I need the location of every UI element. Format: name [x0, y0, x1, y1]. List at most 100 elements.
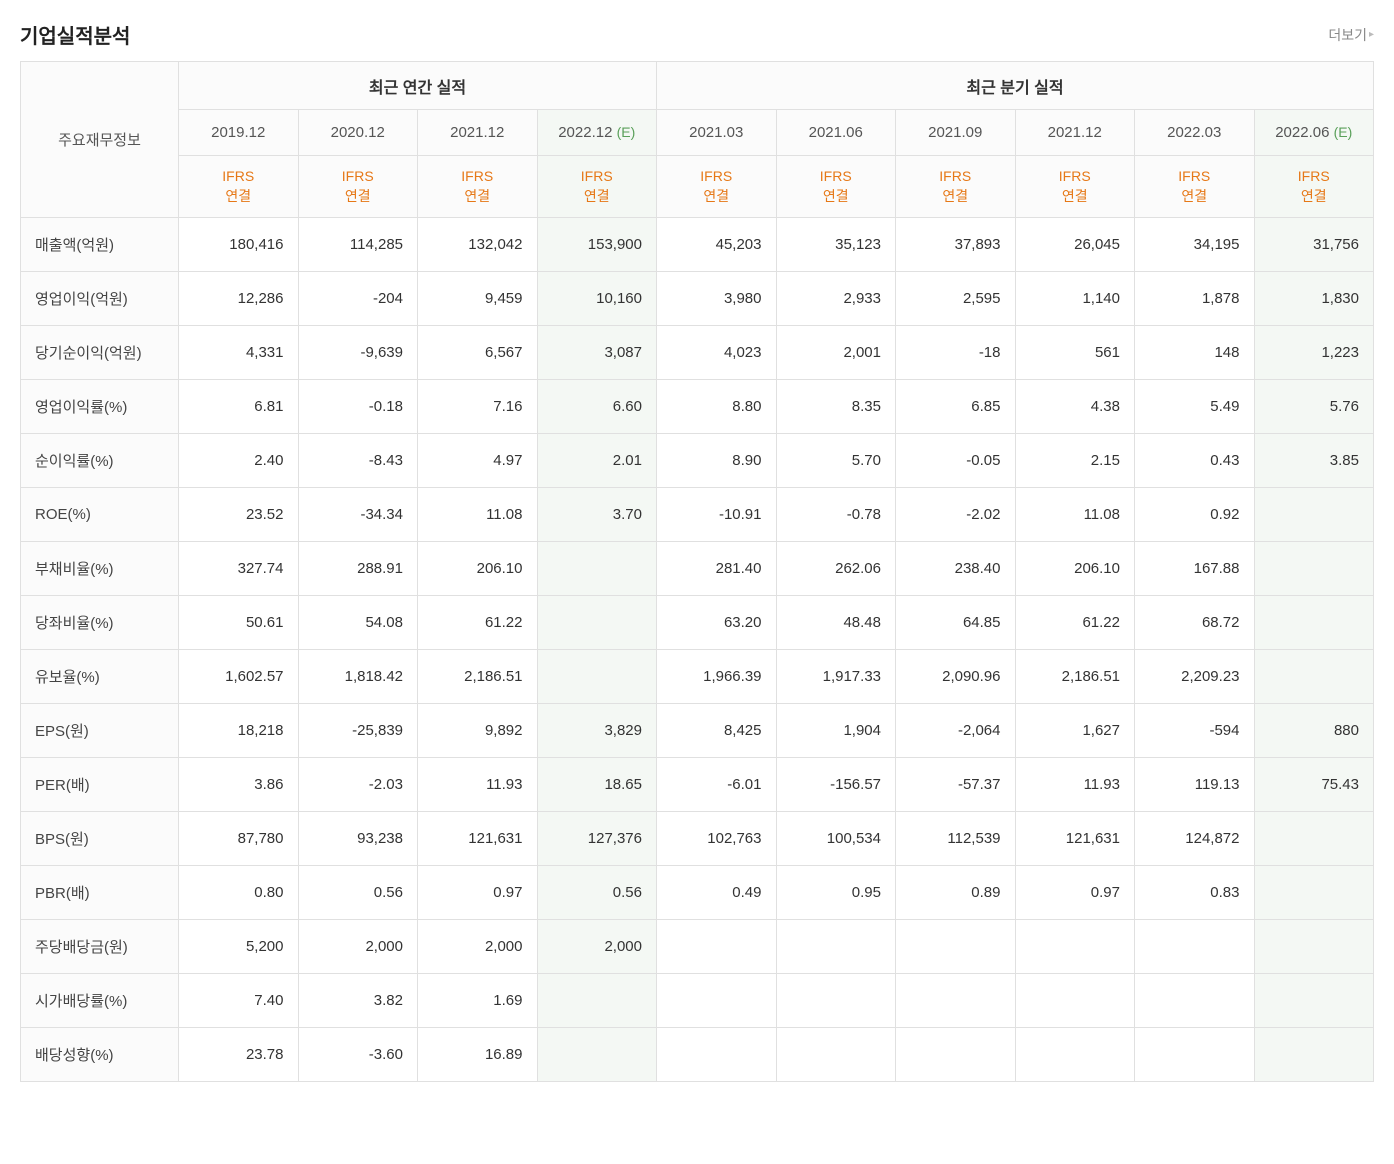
- metric-value: 121,631: [418, 812, 538, 866]
- metric-value: [1254, 866, 1374, 920]
- metric-value: 93,238: [298, 812, 418, 866]
- metric-name: PER(배): [21, 758, 179, 812]
- metric-value: -0.18: [298, 380, 418, 434]
- metric-name: 유보율(%): [21, 650, 179, 704]
- metric-value: 4,331: [179, 326, 299, 380]
- metric-value: 0.92: [1135, 488, 1255, 542]
- metric-value: [657, 920, 777, 974]
- metric-value: [1254, 812, 1374, 866]
- metric-value: 50.61: [179, 596, 299, 650]
- metric-value: 2,186.51: [418, 650, 538, 704]
- metric-value: 1,602.57: [179, 650, 299, 704]
- metric-name: 당좌비율(%): [21, 596, 179, 650]
- metric-name: 영업이익(억원): [21, 272, 179, 326]
- metric-name: 영업이익률(%): [21, 380, 179, 434]
- metric-value: 1,830: [1254, 272, 1374, 326]
- metric-value: 0.97: [418, 866, 538, 920]
- metric-value: 0.95: [776, 866, 896, 920]
- metric-value: 4.97: [418, 434, 538, 488]
- metric-value: 2,001: [776, 326, 896, 380]
- metric-value: 3,980: [657, 272, 777, 326]
- ifrs-header: IFRS연결: [776, 156, 896, 218]
- metric-value: [537, 974, 657, 1028]
- metric-value: -204: [298, 272, 418, 326]
- metric-value: 1,917.33: [776, 650, 896, 704]
- metric-value: 5,200: [179, 920, 299, 974]
- metric-value: 3.82: [298, 974, 418, 1028]
- metric-value: 3.85: [1254, 434, 1374, 488]
- metric-value: 8.35: [776, 380, 896, 434]
- table-row: 배당성향(%)23.78-3.6016.89: [21, 1028, 1374, 1082]
- metric-value: 87,780: [179, 812, 299, 866]
- metric-value: -2.02: [896, 488, 1016, 542]
- metric-value: 8.90: [657, 434, 777, 488]
- metric-value: 9,892: [418, 704, 538, 758]
- metric-value: 561: [1015, 326, 1135, 380]
- metric-value: [657, 1028, 777, 1082]
- metric-value: 0.56: [537, 866, 657, 920]
- metric-value: 61.22: [1015, 596, 1135, 650]
- metric-value: -2.03: [298, 758, 418, 812]
- metric-name: 배당성향(%): [21, 1028, 179, 1082]
- metric-value: 61.22: [418, 596, 538, 650]
- metric-value: 880: [1254, 704, 1374, 758]
- metric-value: [776, 1028, 896, 1082]
- period-header: 2022.03: [1135, 110, 1255, 156]
- metric-value: 23.78: [179, 1028, 299, 1082]
- period-header: 2021.09: [896, 110, 1016, 156]
- metric-value: 262.06: [776, 542, 896, 596]
- metric-value: 119.13: [1135, 758, 1255, 812]
- metric-value: 54.08: [298, 596, 418, 650]
- metric-value: 3,829: [537, 704, 657, 758]
- period-header: 2022.06 (E): [1254, 110, 1374, 156]
- metric-value: 31,756: [1254, 218, 1374, 272]
- metric-value: 2,595: [896, 272, 1016, 326]
- metric-value: 11.93: [418, 758, 538, 812]
- metric-value: -0.05: [896, 434, 1016, 488]
- metric-name: ROE(%): [21, 488, 179, 542]
- metric-value: -8.43: [298, 434, 418, 488]
- metric-value: 9,459: [418, 272, 538, 326]
- metric-value: 0.97: [1015, 866, 1135, 920]
- table-row: 유보율(%)1,602.571,818.422,186.511,966.391,…: [21, 650, 1374, 704]
- metric-name: 매출액(억원): [21, 218, 179, 272]
- metric-value: 11.93: [1015, 758, 1135, 812]
- estimate-mark: (E): [617, 124, 636, 140]
- metric-value: [1254, 596, 1374, 650]
- metric-value: 11.08: [1015, 488, 1135, 542]
- metric-value: 2.01: [537, 434, 657, 488]
- period-header: 2020.12: [298, 110, 418, 156]
- metric-value: 1,223: [1254, 326, 1374, 380]
- period-header: 2021.03: [657, 110, 777, 156]
- metric-value: 45,203: [657, 218, 777, 272]
- ifrs-header: IFRS연결: [896, 156, 1016, 218]
- metric-value: 5.49: [1135, 380, 1255, 434]
- metric-value: 23.52: [179, 488, 299, 542]
- metric-value: 18,218: [179, 704, 299, 758]
- metric-value: -10.91: [657, 488, 777, 542]
- metric-value: [896, 920, 1016, 974]
- metric-name: PBR(배): [21, 866, 179, 920]
- metric-value: [896, 974, 1016, 1028]
- table-row: 시가배당률(%)7.403.821.69: [21, 974, 1374, 1028]
- metric-value: 327.74: [179, 542, 299, 596]
- metric-value: -25,839: [298, 704, 418, 758]
- metric-value: 37,893: [896, 218, 1016, 272]
- metric-value: 3.86: [179, 758, 299, 812]
- more-link[interactable]: 더보기 ▸: [1328, 25, 1374, 45]
- metric-value: -3.60: [298, 1028, 418, 1082]
- metric-value: 2,186.51: [1015, 650, 1135, 704]
- metric-value: 2,000: [418, 920, 538, 974]
- metric-name: BPS(원): [21, 812, 179, 866]
- metric-name: 부채비율(%): [21, 542, 179, 596]
- metric-value: 121,631: [1015, 812, 1135, 866]
- estimate-mark: (E): [1334, 124, 1353, 140]
- metric-value: 114,285: [298, 218, 418, 272]
- ifrs-header: IFRS연결: [1135, 156, 1255, 218]
- metric-value: [1135, 974, 1255, 1028]
- metric-value: -6.01: [657, 758, 777, 812]
- table-row: 당기순이익(억원)4,331-9,6396,5673,0874,0232,001…: [21, 326, 1374, 380]
- table-row: 영업이익률(%)6.81-0.187.166.608.808.356.854.3…: [21, 380, 1374, 434]
- table-row: 주당배당금(원)5,2002,0002,0002,000: [21, 920, 1374, 974]
- table-row: BPS(원)87,78093,238121,631127,376102,7631…: [21, 812, 1374, 866]
